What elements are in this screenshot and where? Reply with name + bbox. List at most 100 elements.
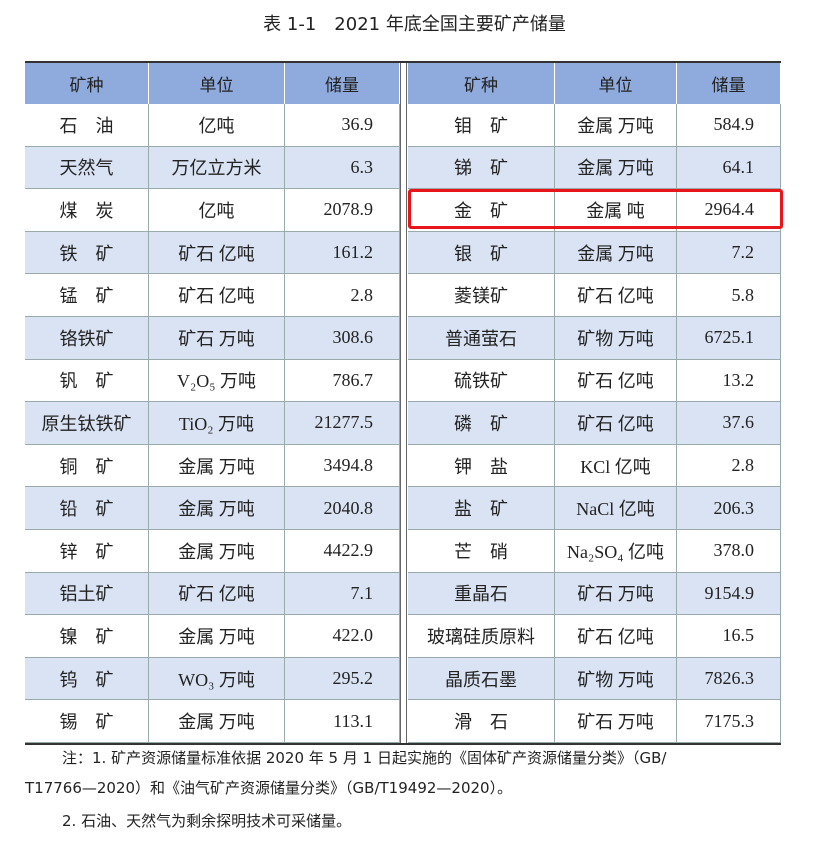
mineral-name: 锡 矿 <box>25 700 149 743</box>
reserve-value: 6725.1 <box>677 317 781 360</box>
column-header: 储量 <box>285 63 400 104</box>
mineral-name: 煤 炭 <box>25 189 149 232</box>
reserve-value: 21277.5 <box>285 402 400 445</box>
unit: KCl 亿吨 <box>555 444 677 488</box>
table-title: 表 1-1 2021 年底全国主要矿产储量 <box>263 14 566 35</box>
reserve-value: 786.7 <box>285 359 400 403</box>
mineral-name: 晶质石墨 <box>408 657 555 701</box>
reserve-value: 7.2 <box>677 231 781 275</box>
highlight-box <box>408 189 783 229</box>
unit: 矿石 亿吨 <box>149 572 285 616</box>
column-header: 单位 <box>149 63 285 104</box>
unit: 亿吨 <box>149 189 285 232</box>
unit: 金属 万吨 <box>149 700 285 743</box>
reserve-value: 2040.8 <box>285 487 400 530</box>
mineral-name: 钒 矿 <box>25 359 149 403</box>
mineral-name: 锌 矿 <box>25 530 149 573</box>
mineral-name: 铬铁矿 <box>25 317 149 360</box>
reserve-value: 2.8 <box>677 444 781 488</box>
column-header: 单位 <box>555 63 677 104</box>
reserve-value: 4422.9 <box>285 530 400 573</box>
unit: 金属 万吨 <box>149 530 285 573</box>
mineral-name: 铁 矿 <box>25 231 149 275</box>
reserve-value: 378.0 <box>677 530 781 573</box>
unit: 金属 吨 <box>555 189 677 232</box>
mineral-name: 重晶石 <box>408 572 555 616</box>
reserve-value: 36.9 <box>285 104 400 147</box>
mineral-name: 钾 盐 <box>408 444 555 488</box>
reserve-value: 206.3 <box>677 487 781 530</box>
mineral-name: 金 矿 <box>408 189 555 232</box>
mineral-name: 滑 石 <box>408 700 555 743</box>
unit: WO₃ 万吨 <box>149 657 285 701</box>
unit: 矿石 亿吨 <box>555 359 677 403</box>
mineral-name: 硫铁矿 <box>408 359 555 403</box>
unit: 矿物 万吨 <box>555 657 677 701</box>
mineral-name: 盐 矿 <box>408 487 555 530</box>
unit: 矿石 亿吨 <box>555 274 677 317</box>
reserve-value: 161.2 <box>285 231 400 275</box>
mineral-name: 镍 矿 <box>25 615 149 658</box>
unit: 金属 万吨 <box>149 615 285 658</box>
unit: 金属 万吨 <box>149 444 285 488</box>
reserve-value: 113.1 <box>285 700 400 743</box>
reserve-value: 6.3 <box>285 146 400 190</box>
mineral-name: 钼 矿 <box>408 104 555 147</box>
unit: TiO₂ 万吨 <box>149 402 285 445</box>
mineral-name: 钨 矿 <box>25 657 149 701</box>
top-rule <box>25 61 781 63</box>
column-header: 矿种 <box>25 63 149 104</box>
column-header: 储量 <box>677 63 781 104</box>
unit: 矿石 万吨 <box>555 700 677 743</box>
reserve-value: 7.1 <box>285 572 400 616</box>
footnote: T17766—2020）和《油气矿产资源储量分类》（GB/T19492—2020… <box>25 779 513 797</box>
mineral-name: 菱镁矿 <box>408 274 555 317</box>
table-divider <box>400 63 407 743</box>
unit: 矿石 亿吨 <box>555 615 677 658</box>
unit: Na₂SO₄ 亿吨 <box>555 530 677 573</box>
bottom-rule <box>25 743 781 745</box>
unit: 金属 万吨 <box>555 104 677 147</box>
reserve-value: 7826.3 <box>677 657 781 701</box>
unit: 万亿立方米 <box>149 146 285 190</box>
unit: V₂O₅ 万吨 <box>149 359 285 403</box>
mineral-name: 天然气 <box>25 146 149 190</box>
reserve-value: 3494.8 <box>285 444 400 488</box>
reserve-value: 584.9 <box>677 104 781 147</box>
reserve-value: 2.8 <box>285 274 400 317</box>
reserve-value: 2078.9 <box>285 189 400 232</box>
unit: 矿石 亿吨 <box>149 274 285 317</box>
column-header: 矿种 <box>408 63 555 104</box>
unit: 矿石 万吨 <box>555 572 677 616</box>
reserve-value: 295.2 <box>285 657 400 701</box>
unit: 金属 万吨 <box>555 146 677 190</box>
mineral-name: 铅 矿 <box>25 487 149 530</box>
reserve-value: 422.0 <box>285 615 400 658</box>
unit: 金属 万吨 <box>149 487 285 530</box>
reserve-value: 308.6 <box>285 317 400 360</box>
mineral-name: 锰 矿 <box>25 274 149 317</box>
unit: 矿石 万吨 <box>149 317 285 360</box>
mineral-name: 芒 硝 <box>408 530 555 573</box>
reserve-value: 5.8 <box>677 274 781 317</box>
reserve-value: 16.5 <box>677 615 781 658</box>
reserve-value: 7175.3 <box>677 700 781 743</box>
mineral-name: 铜 矿 <box>25 444 149 488</box>
mineral-name: 石 油 <box>25 104 149 147</box>
unit: 矿物 万吨 <box>555 317 677 360</box>
mineral-name: 铝土矿 <box>25 572 149 616</box>
mineral-name: 原生钛铁矿 <box>25 402 149 445</box>
reserve-value: 2964.4 <box>677 189 781 232</box>
footnote: 2. 石油、天然气为剩余探明技术可采储量。 <box>62 812 352 830</box>
mineral-name: 磷 矿 <box>408 402 555 445</box>
unit: 矿石 亿吨 <box>149 231 285 275</box>
unit: 亿吨 <box>149 104 285 147</box>
reserve-value: 9154.9 <box>677 572 781 616</box>
unit: 金属 万吨 <box>555 231 677 275</box>
unit: 矿石 亿吨 <box>555 402 677 445</box>
mineral-name: 银 矿 <box>408 231 555 275</box>
unit: NaCl 亿吨 <box>555 487 677 530</box>
reserve-value: 64.1 <box>677 146 781 190</box>
footnote: 注：1. 矿产资源储量标准依据 2020 年 5 月 1 日起实施的《固体矿产资… <box>62 749 667 767</box>
mineral-name: 玻璃硅质原料 <box>408 615 555 658</box>
